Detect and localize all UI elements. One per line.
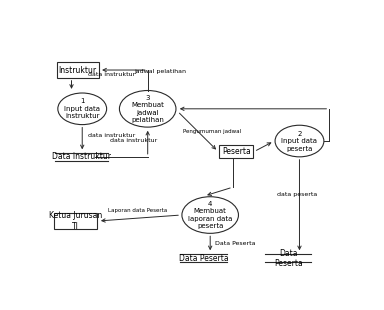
Text: Instruktur: Instruktur	[59, 65, 97, 74]
Text: 4
Membuat
laporan data
peserta: 4 Membuat laporan data peserta	[188, 201, 232, 229]
Text: Data Peserta: Data Peserta	[179, 254, 228, 263]
Text: 1
Input data
instruktur: 1 Input data instruktur	[64, 98, 100, 119]
Text: data instruktur: data instruktur	[88, 133, 136, 138]
Text: jadwal pelatihan: jadwal pelatihan	[134, 69, 186, 74]
Text: Data
Peserta: Data Peserta	[274, 249, 303, 268]
Bar	[219, 145, 253, 158]
Text: Data instruktur: Data instruktur	[52, 152, 111, 161]
Bar	[54, 213, 97, 229]
Text: Ketua Jurusan
TI: Ketua Jurusan TI	[49, 211, 102, 231]
Text: data instruktur: data instruktur	[88, 72, 136, 77]
Text: Data Peserta: Data Peserta	[215, 241, 255, 246]
Text: Laporan data Peserta: Laporan data Peserta	[108, 208, 167, 213]
Text: Peserta: Peserta	[222, 147, 251, 156]
Text: 2
Input data
peserta: 2 Input data peserta	[281, 131, 318, 152]
Text: data peserta: data peserta	[277, 192, 318, 197]
Text: 3
Membuat
jadwal
pelatihan: 3 Membuat jadwal pelatihan	[131, 95, 164, 123]
Bar	[57, 62, 99, 78]
Text: Pengumuman jadwal: Pengumuman jadwal	[184, 130, 242, 135]
Text: data instruktur: data instruktur	[111, 138, 158, 143]
